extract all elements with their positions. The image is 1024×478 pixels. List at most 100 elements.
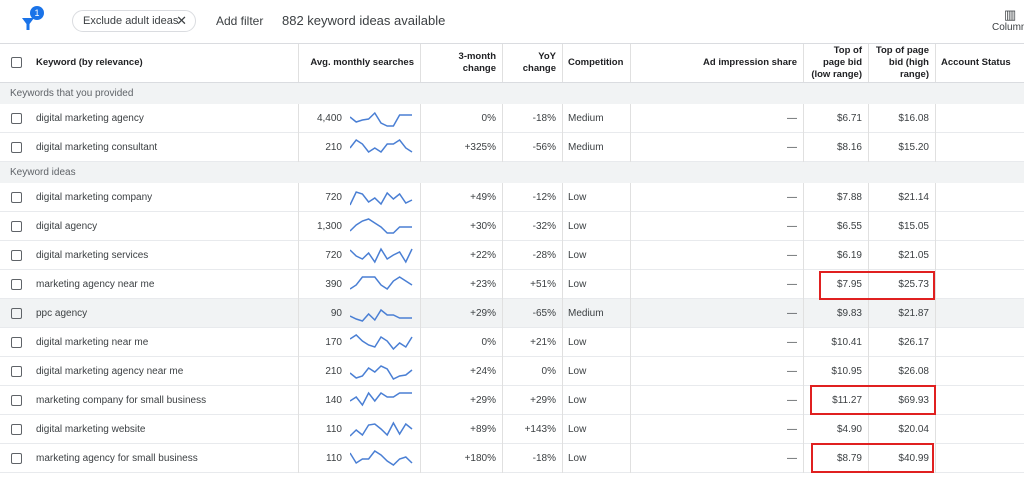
competition: Medium	[568, 113, 604, 124]
filter-chip[interactable]: Exclude adult ideas ✕	[72, 10, 196, 32]
column-divider	[803, 241, 804, 270]
column-divider	[562, 328, 563, 357]
column-header: Top of page bid (low range)	[811, 45, 862, 80]
column-divider	[935, 299, 936, 328]
column-divider	[562, 299, 563, 328]
column-divider	[298, 357, 299, 386]
keyword-row[interactable]	[0, 183, 1024, 212]
sparkline	[350, 365, 413, 380]
column-divider	[420, 44, 421, 82]
keyword-row[interactable]	[0, 415, 1024, 444]
column-divider	[420, 104, 421, 133]
column-divider	[630, 299, 631, 328]
sparkline	[350, 449, 413, 466]
checkbox[interactable]	[11, 395, 22, 406]
column-divider	[803, 415, 804, 444]
yoy-change: -18%	[532, 453, 556, 464]
checkbox[interactable]	[11, 337, 22, 348]
column-header: Account Status	[941, 57, 1011, 68]
column-divider	[803, 104, 804, 133]
ad-impression-share: —	[787, 337, 797, 348]
row-divider	[0, 82, 1024, 83]
keyword-row[interactable]	[0, 104, 1024, 133]
chip-label: Exclude adult ideas	[83, 15, 179, 27]
competition: Low	[568, 453, 587, 464]
keyword-row[interactable]	[0, 357, 1024, 386]
checkbox[interactable]	[11, 142, 22, 153]
checkbox[interactable]	[11, 113, 22, 124]
column-divider	[868, 44, 869, 82]
keyword: digital marketing agency	[36, 113, 144, 124]
bid-low: $6.71	[836, 113, 862, 124]
bid-high: $20.04	[898, 424, 929, 435]
filter-badge: 1	[30, 6, 44, 20]
section-title: Keywords that you provided	[10, 88, 134, 99]
add-filter[interactable]: Add filter	[216, 14, 264, 28]
keyword: digital marketing near me	[36, 337, 149, 348]
column-divider	[502, 183, 503, 212]
checkbox[interactable]	[11, 57, 22, 68]
three-month-change: +29%	[470, 395, 496, 406]
keyword-row[interactable]	[0, 270, 1024, 299]
column-divider	[298, 183, 299, 212]
column-divider	[630, 241, 631, 270]
column-header: 3-month change	[458, 51, 496, 74]
sparkline	[350, 308, 412, 322]
keyword-row[interactable]	[0, 444, 1024, 473]
column-divider	[562, 444, 563, 473]
keyword-row[interactable]	[0, 241, 1024, 270]
three-month-change: +30%	[470, 221, 496, 232]
bid-high: $26.17	[898, 337, 929, 348]
column-divider	[803, 386, 804, 415]
column-divider	[502, 386, 503, 415]
checkbox[interactable]	[11, 424, 22, 435]
keyword-row[interactable]	[0, 133, 1024, 162]
ad-impression-share: —	[787, 366, 797, 377]
keyword-row[interactable]	[0, 386, 1024, 415]
keyword-row[interactable]	[0, 212, 1024, 241]
column-divider	[502, 44, 503, 82]
filter-button[interactable]: 1	[18, 6, 44, 36]
column-divider	[420, 241, 421, 270]
avg-searches: 210	[325, 366, 342, 377]
divider	[0, 43, 1024, 44]
checkbox[interactable]	[11, 250, 22, 261]
column-divider	[868, 415, 869, 444]
bid-high: $21.05	[898, 250, 929, 261]
sparkline	[350, 421, 413, 437]
checkbox[interactable]	[11, 366, 22, 377]
column-divider	[562, 415, 563, 444]
keyword-row[interactable]	[0, 299, 1024, 328]
column-divider	[298, 241, 299, 270]
checkbox[interactable]	[11, 192, 22, 203]
column-divider	[935, 357, 936, 386]
column-divider	[935, 415, 936, 444]
column-divider	[868, 328, 869, 357]
keyword: marketing company for small business	[36, 395, 207, 406]
column-divider	[630, 44, 631, 82]
checkbox[interactable]	[11, 453, 22, 464]
column-divider	[868, 357, 869, 386]
sparkline	[350, 191, 413, 206]
column-divider	[935, 444, 936, 473]
bid-low: $6.55	[836, 221, 862, 232]
column-divider	[630, 270, 631, 299]
yoy-change: -18%	[532, 113, 556, 124]
checkbox[interactable]	[11, 279, 22, 290]
column-divider	[420, 183, 421, 212]
sparkline	[350, 334, 413, 351]
chip-close[interactable]: ✕	[176, 13, 187, 28]
checkbox[interactable]	[11, 308, 22, 319]
column-divider	[562, 357, 563, 386]
columns-button[interactable]: ▥ Columns	[992, 8, 1024, 34]
bid-high: $40.99	[898, 453, 929, 464]
keyword-row[interactable]	[0, 328, 1024, 357]
column-divider	[868, 133, 869, 162]
checkbox[interactable]	[11, 221, 22, 232]
three-month-change: +24%	[470, 366, 496, 377]
avg-searches: 110	[326, 453, 342, 464]
column-divider	[562, 212, 563, 241]
column-divider	[502, 270, 503, 299]
column-divider	[935, 104, 936, 133]
column-divider	[420, 270, 421, 299]
